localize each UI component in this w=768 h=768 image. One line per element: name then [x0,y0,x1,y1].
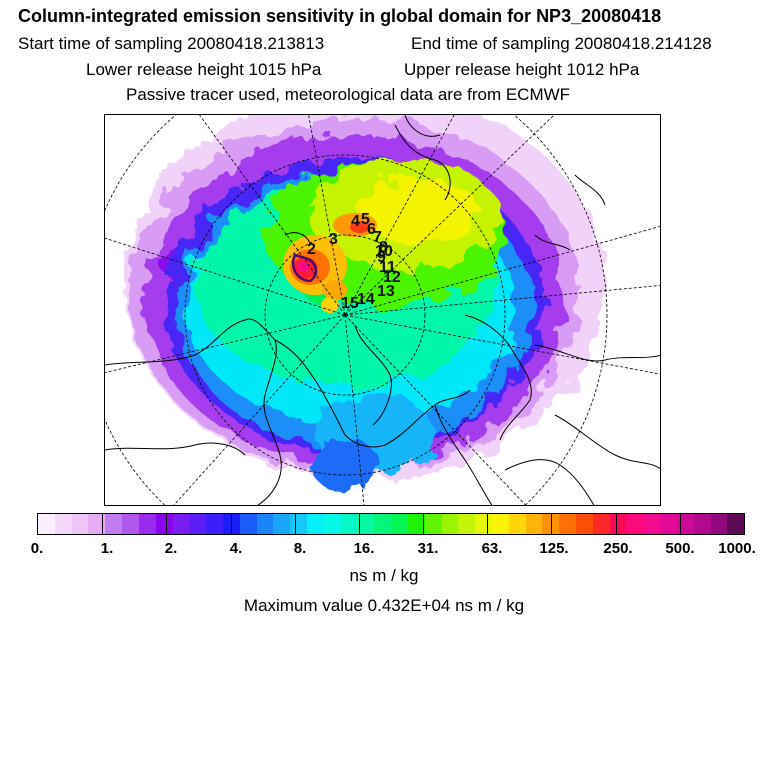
colorbar-segment [542,514,560,534]
colorbar-tick-8: 8. [293,540,307,557]
figure-title: Column-integrated emission sensitivity i… [18,6,662,26]
colorbar-tick-1: 1. [100,540,114,557]
colorbar-segment [290,514,307,534]
colorbar-segment [458,514,476,534]
track-label-8: 8 [379,239,388,256]
track-label-9: 9 [377,249,386,266]
colorbar-segment [105,514,123,534]
colorbar-divider [423,514,425,534]
coastlines [105,115,660,505]
colorbar-segment [155,514,173,534]
colorbar-segment [626,514,644,534]
colorbar-segment [491,514,509,534]
colorbar-segment [475,514,492,534]
colorbar-segment [38,514,55,534]
colorbar-segment [609,514,627,534]
map-canvas [105,115,660,505]
flight-track [291,253,318,283]
colorbar-segment [660,514,677,534]
colorbar-segment [643,514,661,534]
colorbar-segment [273,514,291,534]
colorbar-divider [679,514,681,534]
track-label-6: 6 [367,221,376,238]
colorbar-segment [525,514,543,534]
track-label-5: 5 [361,211,370,228]
track-label-12: 12 [383,269,401,286]
colorbar-segment [391,514,408,534]
track-label-11: 11 [379,259,396,276]
colorbar [37,513,745,535]
colorbar-segment [206,514,223,534]
colorbar-segment [122,514,139,534]
colorbar-tick-250: 250. [603,540,633,557]
track-label-4: 4 [351,213,360,230]
colorbar-tick-0: 0. [30,540,44,557]
track-label-13: 13 [377,283,395,300]
colorbar-tick-16: 16. [353,540,375,557]
colorbar-segment [710,514,728,534]
colorbar-segment [189,514,207,534]
colorbar-units: ns m / kg [349,566,419,585]
colorbar-segment [307,514,324,534]
colorbar-tick-63: 63. [481,540,503,557]
colorbar-segment [357,514,375,534]
colorbar-divider [551,514,553,534]
colorbar-tick-31: 31. [417,540,439,557]
colorbar-segment [559,514,576,534]
colorbar-segment [256,514,274,534]
colorbar-segment [239,514,257,534]
colorbar-divider [166,514,168,534]
colorbar-segment [54,514,72,534]
colorbar-segment [424,514,442,534]
colorbar-segment [693,514,711,534]
colorbar-segment [374,514,392,534]
colorbar-tick-1000: 1000. [718,540,756,557]
colorbar-segment [441,514,459,534]
colorbar-tick-2: 2. [164,540,178,557]
colorbar-segment [576,514,593,534]
graticule [105,115,660,505]
colorbar-tick-125: 125. [539,540,569,557]
colorbar-segment [172,514,190,534]
colorbar-divider [230,514,232,534]
colorbar-segment [138,514,156,534]
colorbar-divider [294,514,296,534]
colorbar-divider [487,514,489,534]
colorbar-segment [407,514,425,534]
start-time: Start time of sampling 20080418.213813 [18,34,325,53]
track-label-2: 2 [307,241,316,258]
end-time: End time of sampling 20080418.214128 [411,34,712,53]
track-label-3: 3 [329,231,338,248]
maximum-value: Maximum value 0.432E+04 ns m / kg [243,596,525,615]
colorbar-divider [615,514,617,534]
colorbar-tick-4: 4. [229,540,243,557]
colorbar-segment [676,514,694,534]
colorbar-segment [508,514,526,534]
colorbar-segment [592,514,610,534]
colorbar-divider [102,514,104,534]
track-label-10: 10 [375,243,393,260]
track-label-7: 7 [373,229,382,246]
colorbar-segment [727,514,745,534]
track-label-15: 15 [341,295,359,312]
upper-release-height: Upper release height 1012 hPa [404,60,640,79]
colorbar-divider [358,514,360,534]
colorbar-segment [340,514,358,534]
lower-release-height: Lower release height 1015 hPa [86,60,322,79]
track-label-14: 14 [357,291,375,308]
colorbar-segment [71,514,89,534]
sensitivity-map: 2 3 4 5 6 7 8 9 10 11 12 13 14 15 [104,114,661,506]
tracer-info: Passive tracer used, meteorological data… [126,85,571,104]
colorbar-segment [88,514,106,534]
colorbar-segment [323,514,341,534]
colorbar-tick-500: 500. [665,540,695,557]
